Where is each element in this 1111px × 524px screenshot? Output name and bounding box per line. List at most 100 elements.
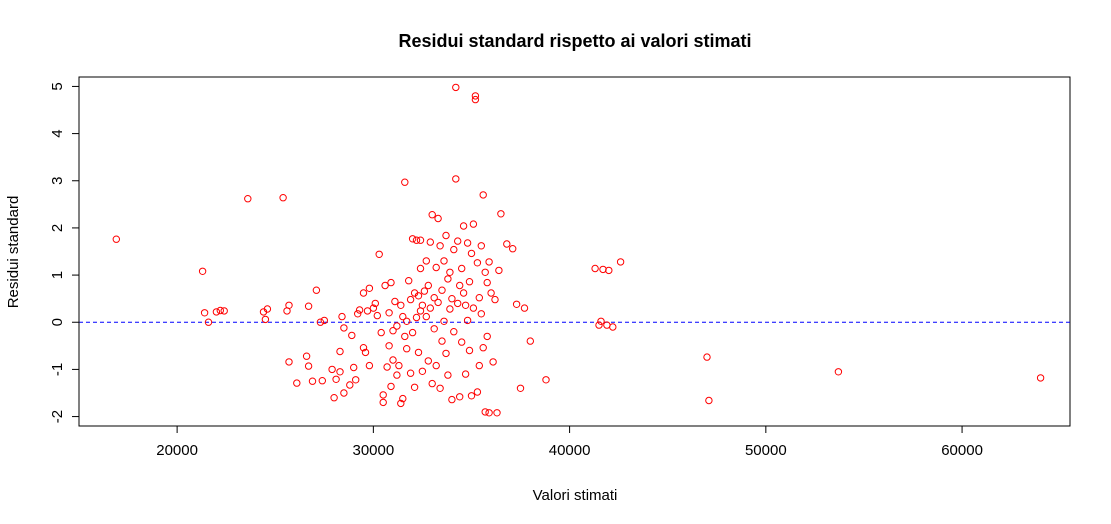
data-point (597, 317, 605, 325)
data-point (426, 304, 434, 312)
data-point (397, 301, 405, 309)
data-point (403, 345, 411, 353)
data-point (410, 383, 419, 391)
data-point (526, 337, 534, 345)
data-point (479, 344, 487, 352)
plot-frame (78, 76, 1071, 427)
data-point (458, 264, 466, 273)
y-tick-label: -1 (49, 363, 66, 376)
data-point (320, 316, 328, 325)
data-point (461, 370, 470, 378)
y-tick-label: -2 (49, 410, 66, 423)
data-point (444, 371, 452, 379)
data-point (389, 327, 397, 335)
data-point (406, 295, 415, 304)
data-point (328, 365, 336, 374)
data-point (359, 289, 368, 297)
data-point (497, 210, 505, 218)
data-point (461, 301, 470, 309)
data-point (485, 258, 493, 266)
data-point (432, 263, 440, 272)
data-point (389, 356, 397, 364)
data-point (379, 391, 387, 399)
data-point (432, 361, 440, 370)
data-point (459, 289, 468, 297)
data-point (467, 392, 476, 400)
data-point (330, 394, 338, 402)
data-point (332, 375, 340, 383)
data-point (395, 361, 403, 370)
data-point (448, 395, 456, 404)
data-point (365, 361, 374, 370)
data-point (422, 257, 430, 265)
data-point (373, 311, 381, 320)
data-point (308, 377, 317, 385)
data-point (293, 379, 301, 387)
data-point (503, 240, 511, 248)
data-point (352, 376, 360, 384)
data-point (463, 316, 472, 325)
data-point (446, 268, 454, 276)
data-point (442, 231, 450, 240)
data-point (393, 371, 401, 379)
data-point (399, 312, 407, 321)
data-point (477, 242, 485, 250)
data-point (365, 284, 374, 292)
data-point (387, 278, 395, 287)
data-point (420, 287, 429, 295)
data-point (220, 307, 228, 315)
data-point (416, 264, 425, 273)
y-axis: -2 -1 0 1 2 3 4 5 (49, 82, 80, 423)
data-point (383, 363, 391, 371)
data-point (385, 309, 393, 317)
data-point (516, 384, 525, 392)
data-point (279, 194, 287, 202)
data-point (591, 264, 599, 273)
data-point (616, 258, 625, 266)
data-point (401, 332, 409, 341)
data-point (454, 237, 462, 245)
data-point (244, 195, 252, 203)
data-point (473, 388, 482, 396)
data-point (385, 342, 393, 350)
data-point (459, 222, 468, 230)
data-point (348, 331, 356, 340)
data-point (481, 268, 489, 276)
data-point (422, 312, 430, 321)
data-point (340, 324, 348, 332)
data-point (285, 301, 293, 309)
data-point (406, 369, 415, 377)
data-point (426, 238, 434, 246)
data-point (834, 368, 843, 376)
data-point (424, 357, 432, 365)
data-point (414, 348, 423, 357)
data-point (440, 257, 448, 265)
x-tick-label: 30000 (352, 442, 394, 459)
data-point (393, 322, 401, 330)
data-point (391, 297, 399, 306)
data-point (397, 399, 405, 408)
data-point (363, 307, 372, 315)
data-point (408, 328, 417, 337)
data-point (399, 394, 407, 403)
data-point (369, 304, 378, 312)
data-point (487, 289, 495, 297)
data-point (312, 286, 321, 294)
data-point (216, 306, 225, 315)
data-point (491, 295, 499, 304)
data-point (452, 175, 460, 183)
data-point (434, 298, 442, 307)
data-point (316, 318, 325, 326)
data-point (467, 249, 476, 258)
x-axis-label: Valori stimati (533, 487, 618, 504)
data-point (261, 315, 270, 324)
data-point (495, 266, 503, 275)
data-point (198, 267, 207, 275)
data-point (387, 382, 395, 391)
x-tick-label: 20000 (156, 442, 198, 459)
data-point (436, 242, 444, 250)
data-point (377, 328, 385, 337)
data-point (354, 310, 362, 318)
data-point (456, 393, 464, 401)
data-point (605, 266, 613, 275)
